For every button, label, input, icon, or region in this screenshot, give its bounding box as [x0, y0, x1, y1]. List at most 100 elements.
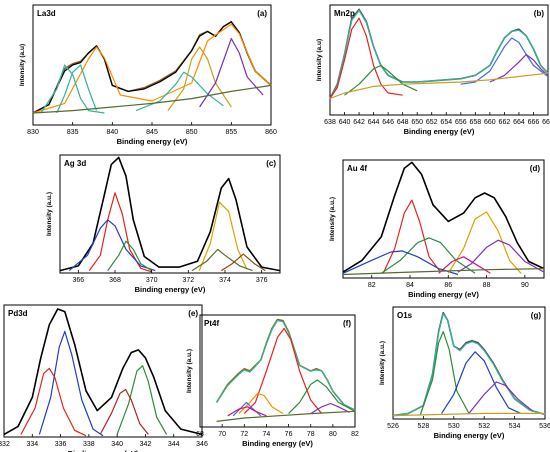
x-tick-label: 638 — [324, 119, 336, 126]
panel-letter: (e) — [188, 309, 198, 318]
y-axis-label: Intensity (a.u.) — [46, 192, 53, 236]
x-tick-label: 372 — [182, 277, 194, 284]
series-line — [216, 410, 356, 422]
x-tick-label: 90 — [521, 282, 529, 289]
x-tick-label: 72 — [240, 431, 248, 438]
x-tick-label: 664 — [513, 119, 525, 126]
series-line — [447, 211, 522, 274]
panel-letter: (c) — [266, 159, 276, 168]
series-line — [489, 53, 549, 83]
series-line — [68, 219, 156, 272]
plot-frame — [199, 314, 356, 428]
series-line — [20, 367, 87, 437]
x-tick-label: 640 — [339, 119, 351, 126]
x-tick-label: 658 — [469, 119, 481, 126]
x-tick-label: 668 — [542, 119, 550, 126]
x-tick-label: 334 — [26, 441, 38, 448]
series-line — [3, 308, 203, 436]
panel-letter: (d) — [530, 164, 541, 173]
series-line — [191, 248, 253, 272]
x-tick-label: 86 — [444, 282, 452, 289]
plot-frame — [3, 304, 203, 438]
series-line — [199, 37, 264, 108]
x-axis-label: Binding energy (eV) — [117, 137, 188, 146]
x-tick-label: 642 — [353, 119, 365, 126]
plot-frame — [329, 4, 549, 116]
x-tick-label: 526 — [387, 423, 399, 430]
x-tick-label: 528 — [418, 423, 430, 430]
x-tick-label: 338 — [83, 441, 95, 448]
x-tick-label: 646 — [382, 119, 394, 126]
series-line — [167, 46, 232, 111]
series-line — [56, 64, 98, 114]
x-axis-label: Binding energy (eV) — [404, 127, 475, 136]
x-tick-label: 370 — [146, 277, 158, 284]
panel-b: 638 640 642 644 646 648 650 652 654 656 658 660 662 6… — [316, 4, 550, 136]
series-line — [329, 17, 403, 99]
panel-letter: (a) — [257, 9, 267, 18]
x-tick-label: 654 — [440, 119, 452, 126]
x-tick-label: 850 — [186, 129, 198, 136]
series-line — [88, 192, 152, 273]
x-tick-label: 340 — [111, 441, 123, 448]
x-tick-label: 82 — [368, 282, 376, 289]
series-line — [342, 161, 545, 273]
plot-frame — [32, 4, 272, 126]
series-line — [32, 21, 272, 114]
series-line — [198, 201, 248, 271]
series-line — [342, 268, 545, 276]
panel-letter: (b) — [534, 9, 545, 18]
panel-letter: (f) — [343, 319, 351, 328]
x-tick-label: 860 — [265, 129, 277, 136]
x-tick-label: 68 — [196, 431, 204, 438]
x-tick-label: 532 — [478, 423, 490, 430]
x-tick-label: 830 — [27, 129, 39, 136]
x-tick-label: 652 — [426, 119, 438, 126]
series-line — [135, 71, 224, 112]
x-tick-label: 74 — [263, 431, 271, 438]
x-axis-label: Binding energy (eV) — [408, 290, 479, 299]
x-tick-label: 78 — [307, 431, 315, 438]
x-tick-label: 662 — [499, 119, 511, 126]
x-tick-label: 855 — [225, 129, 237, 136]
x-tick-label: 342 — [140, 441, 152, 448]
x-tick-label: 336 — [55, 441, 67, 448]
x-tick-label: 332 — [0, 441, 10, 448]
x-tick-label: 374 — [219, 277, 231, 284]
series-line — [419, 331, 470, 415]
series-line — [468, 381, 534, 414]
x-tick-label: 536 — [539, 423, 550, 430]
series-line — [32, 23, 272, 114]
x-tick-label: 656 — [455, 119, 467, 126]
plot-frame — [342, 159, 545, 279]
element-label: O1s — [397, 311, 413, 320]
element-label: Mn2p — [334, 9, 355, 18]
series-line — [392, 313, 546, 417]
y-axis-label: Intensity (a.u.) — [186, 349, 193, 393]
series-line — [38, 330, 104, 437]
y-axis-label: Intensity (a.u) — [316, 39, 323, 81]
plot-frame — [59, 154, 281, 274]
y-axis-label: Intensity (a.u.) — [379, 341, 386, 385]
series-line — [32, 84, 272, 114]
x-tick-label: 376 — [256, 277, 268, 284]
panel-e: 332 334 336 338 340 342 344 346 Binding energy (… — [0, 304, 208, 452]
x-tick-label: 666 — [528, 119, 540, 126]
x-tick-label: 534 — [509, 423, 521, 430]
series-line — [288, 379, 356, 415]
series-line — [457, 239, 545, 273]
x-axis-label: Binding energy (eV) — [68, 449, 139, 452]
x-tick-label: 346 — [196, 441, 208, 448]
series-line — [40, 64, 105, 114]
series-line — [329, 9, 549, 99]
series-line — [216, 320, 356, 411]
x-axis-label: Binding energy (eV) — [242, 439, 313, 448]
x-tick-label: 648 — [397, 119, 409, 126]
panel-letter: (g) — [531, 311, 542, 320]
x-tick-label: 660 — [484, 119, 496, 126]
element-label: Au 4f — [347, 164, 367, 173]
series-line — [310, 402, 350, 415]
x-tick-label: 84 — [406, 282, 414, 289]
x-tick-label: 76 — [285, 431, 293, 438]
